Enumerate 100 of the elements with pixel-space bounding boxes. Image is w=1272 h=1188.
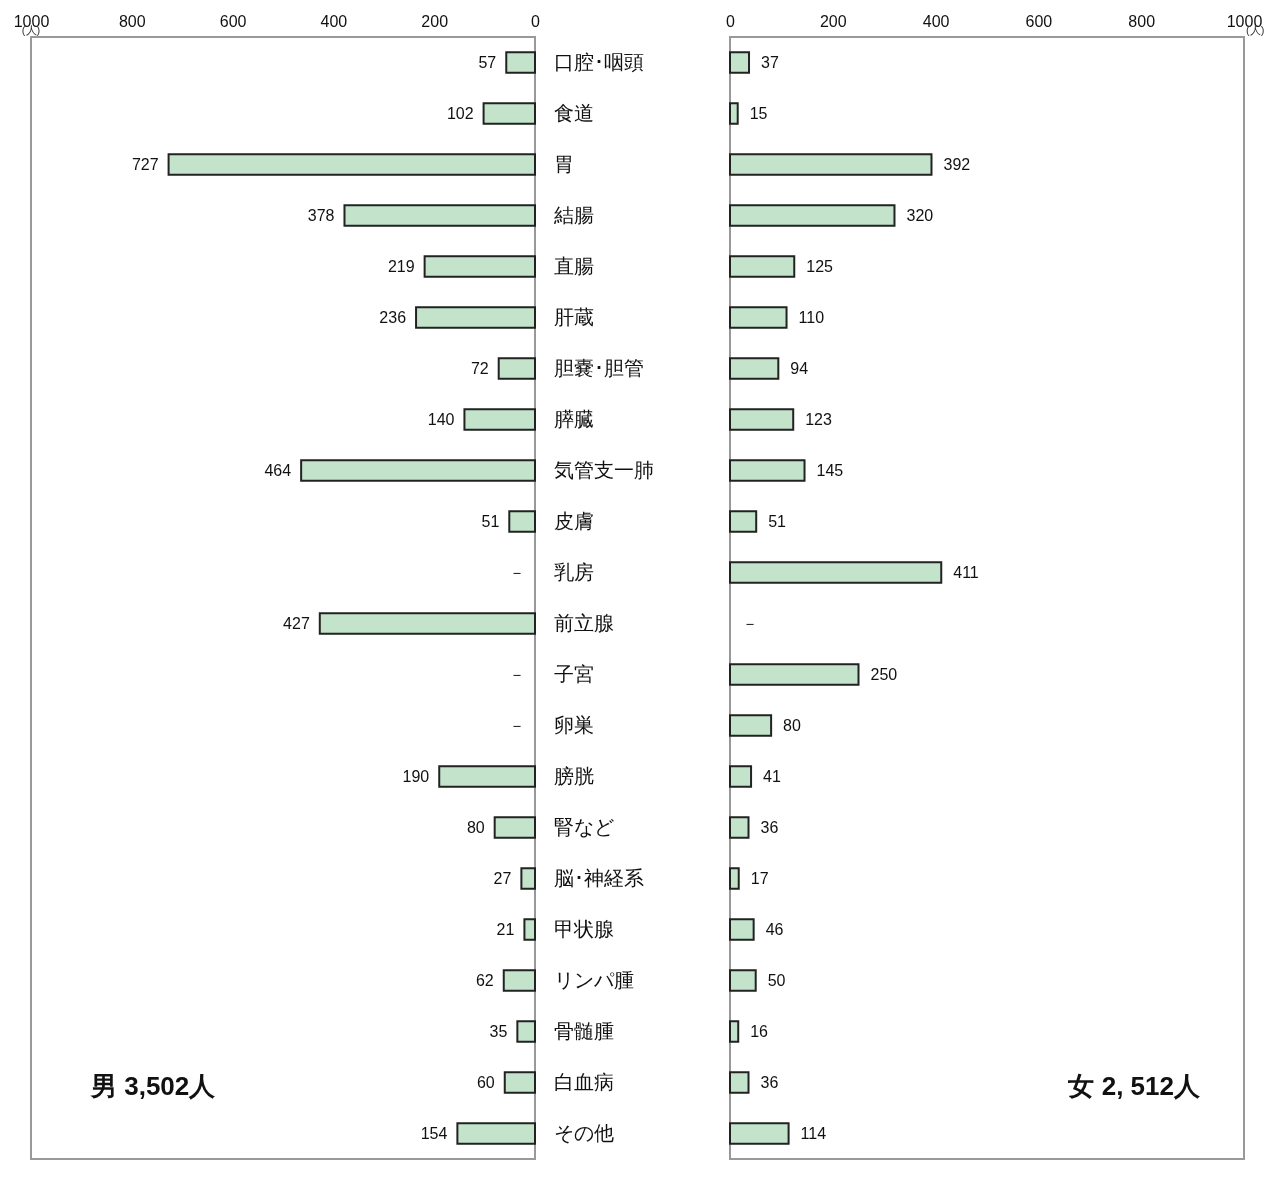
y-tick-label: 白血病: [553, 1070, 614, 1093]
bar: [729, 561, 943, 584]
bar: [729, 510, 758, 533]
y-tick-label: 骨髄腫: [553, 1019, 614, 1042]
y-tick-label: 食道: [553, 101, 594, 124]
data-label: 236: [379, 308, 407, 326]
data-label: 427: [283, 614, 310, 632]
bar: [300, 459, 536, 482]
y-tick-label: 脳･神経系: [553, 866, 644, 889]
bar: [729, 51, 751, 74]
bar: [497, 357, 536, 380]
bar: [729, 765, 753, 788]
bar: [729, 1071, 750, 1094]
bar: [508, 510, 536, 533]
x-tick-label: 600: [219, 12, 247, 30]
bar: [343, 204, 536, 227]
bar: [729, 918, 755, 941]
data-label: 46: [765, 920, 784, 938]
data-label: 50: [767, 971, 786, 989]
bar: [729, 867, 740, 890]
data-label: 464: [264, 461, 292, 479]
bar: [729, 204, 896, 227]
bar: [516, 1020, 536, 1043]
y-tick-label: 胆嚢･胆管: [553, 356, 644, 379]
x-tick-label: 400: [320, 12, 348, 30]
bar: [463, 408, 536, 431]
bar: [167, 153, 536, 176]
y-tick-label: 卵巣: [553, 713, 594, 736]
data-label: 62: [475, 971, 494, 989]
data-label: 15: [749, 104, 768, 122]
bar: [729, 714, 773, 737]
bar: [493, 816, 536, 839]
bar: [729, 663, 860, 686]
data-label: 378: [307, 206, 335, 224]
bar: [729, 102, 739, 125]
text: －: [509, 563, 525, 581]
data-label: 145: [816, 461, 844, 479]
text: －: [509, 716, 525, 734]
y-tick-label: 結腸: [552, 203, 594, 226]
data-label: 250: [870, 665, 898, 683]
data-label: 140: [427, 410, 455, 428]
x-tick-label: 200: [819, 12, 847, 30]
y-tick-label: 口腔･咽頭: [553, 50, 644, 73]
data-label: 102: [446, 104, 474, 122]
bar: [520, 867, 536, 890]
bar: [729, 255, 796, 278]
data-label: 411: [953, 563, 979, 581]
data-label: 727: [131, 155, 159, 173]
y-tick-label: 膵臓: [553, 407, 594, 430]
data-label: 123: [805, 410, 833, 428]
data-label: 154: [420, 1124, 448, 1142]
y-tick-label: 胃: [553, 152, 574, 175]
y-tick-label: 甲状腺: [553, 917, 614, 940]
data-label: 190: [402, 767, 430, 785]
data-label: 60: [476, 1073, 495, 1091]
data-label: 57: [478, 53, 497, 71]
bar: [729, 153, 933, 176]
bar: [482, 102, 536, 125]
x-tick-label: 400: [922, 12, 950, 30]
x-tick-label: 0: [726, 12, 736, 30]
data-label: 392: [943, 155, 971, 173]
y-tick-label: 肝蔵: [553, 305, 594, 328]
data-label: 219: [387, 257, 415, 275]
y-tick-label: 皮膚: [553, 509, 594, 532]
bar: [729, 816, 750, 839]
annotation: 女 2, 512人: [1067, 1071, 1201, 1101]
bar: [729, 1020, 740, 1043]
annotation: 男 3,502人: [90, 1071, 217, 1101]
bar: [415, 306, 536, 329]
bar: [456, 1122, 536, 1145]
y-tick-label: その他: [553, 1121, 614, 1144]
data-label: 21: [496, 920, 515, 938]
y-tick-label: 直腸: [553, 254, 594, 277]
data-label: 80: [466, 818, 485, 836]
x-tick-label: 800: [1128, 12, 1156, 30]
data-label: 27: [493, 869, 512, 887]
bar: [729, 969, 757, 992]
data-label: 36: [760, 1073, 779, 1091]
data-label: 80: [783, 716, 802, 734]
x-tick-label: 0: [531, 12, 541, 30]
text: －: [509, 665, 525, 683]
y-tick-label: 膀胱: [553, 764, 594, 787]
data-label: 72: [470, 359, 489, 377]
x-tick-label: 600: [1025, 12, 1053, 30]
data-label: 125: [806, 257, 834, 275]
bar: [423, 255, 536, 278]
data-label: 114: [800, 1124, 827, 1142]
bar: [729, 1122, 790, 1145]
y-tick-label: 気管支一肺: [553, 458, 654, 481]
x-tick-label: 200: [421, 12, 449, 30]
bar: [729, 357, 780, 380]
bar: [318, 612, 536, 635]
data-label: 16: [750, 1022, 769, 1040]
bar: [523, 918, 536, 941]
bar: [503, 1071, 536, 1094]
data-label: 37: [761, 53, 779, 71]
data-label: 110: [798, 308, 825, 326]
x-tick-label: 800: [118, 12, 146, 30]
data-label: 51: [481, 512, 500, 530]
data-label: 17: [750, 869, 769, 887]
